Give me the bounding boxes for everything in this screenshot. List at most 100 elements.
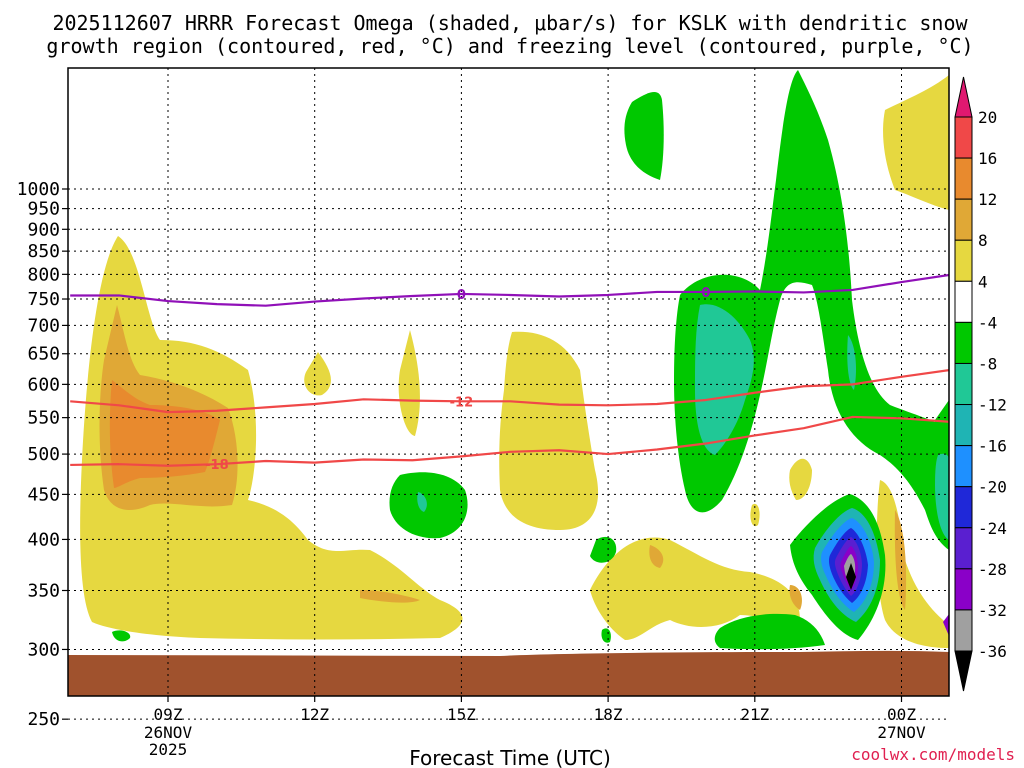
x-tick-label: 09Z [154, 705, 183, 724]
chart-title-line-2: growth region (contoured, red, °C) and f… [46, 34, 973, 58]
omega-shading [80, 70, 949, 650]
omega-area-weak-rising-small-1 [590, 536, 617, 563]
y-tick-label: 650 [27, 344, 60, 365]
colorbar-level-label: -36 [978, 642, 1007, 661]
y-tick-label: 400 [27, 529, 60, 550]
plot-area: -18 -12 0 0 [67, 67, 950, 720]
colorbar-level-label: -24 [978, 519, 1007, 538]
omega-area-moderate-rising-right [935, 453, 949, 540]
y-tick-label: 250 [27, 709, 60, 730]
credit-text: coolwx.com/models [851, 745, 1015, 764]
y-tick-label: 700 [27, 315, 60, 336]
omega-area-weak-rising-bottom [714, 613, 825, 650]
x-tick-label: 15Z [447, 705, 476, 724]
omega-area-weak-sinking-late [590, 537, 800, 640]
y-tick-label: 750 [27, 289, 60, 310]
omega-area-moderate-sinking-small-4 [894, 510, 907, 610]
colorbar-level-label: 16 [978, 149, 997, 168]
omega-area-weak-rising-edge [943, 614, 949, 636]
contour-label: -18 [205, 458, 229, 473]
x-tick-label: 21Z [740, 705, 769, 724]
y-tick-label: 950 [27, 199, 60, 220]
colorbar-level-label: 12 [978, 190, 997, 209]
x-tick-sublabel: 2025 [149, 740, 188, 759]
plot-frame [67, 67, 950, 697]
omega-area-weak-sinking-early [80, 236, 463, 640]
contour-label: 0 [701, 286, 710, 301]
colorbar-level-label: -20 [978, 478, 1007, 497]
x-tick-sublabel: 27NOV [877, 723, 926, 742]
colorbar-level-label: -4 [978, 313, 997, 332]
colorbar-level-label: -16 [978, 437, 1007, 456]
colorbar-level-label: 4 [978, 272, 988, 291]
x-tick-label: 18Z [594, 705, 623, 724]
contour-label: 0 [457, 288, 466, 303]
grid-lines [68, 68, 949, 720]
omega-area-weak-rising-small-2 [112, 630, 131, 642]
omega-area-weak-rising-mid [389, 472, 468, 539]
y-tick-label: 850 [27, 241, 60, 262]
omega-area-weak-rising-main [674, 70, 949, 550]
y-tick-label: 450 [27, 484, 60, 505]
contour-line [70, 369, 949, 414]
omega-area-moderate-rising [695, 304, 754, 455]
colorbar-level-label: 20 [978, 108, 997, 127]
y-tick-label: 800 [27, 264, 60, 285]
omega-area-weak-sinking-small-1 [304, 352, 331, 396]
colorbar-level-label: -12 [978, 396, 1007, 415]
colorbar-swatch [954, 527, 973, 570]
y-tick-label: 600 [27, 374, 60, 395]
colorbar-min-triangle [954, 650, 973, 692]
omega-area-weak-sinking-top-right [883, 75, 949, 210]
colorbar: 20 16 12 8 4 -4 -8 -12 -16 -20 -24 -28 -32 -36 [954, 76, 1007, 692]
y-tick-label: 300 [27, 639, 60, 660]
y-tick-label: 1000 [17, 179, 60, 200]
omega-area-weak-sinking-right [876, 480, 949, 648]
colorbar-swatch [954, 280, 973, 323]
omega-area-weak-sinking-small-3 [789, 458, 812, 500]
contour-line [70, 415, 949, 467]
chart-title-line-1: 2025112607 HRRR Forecast Omega (shaded, … [52, 11, 968, 35]
temperature-contours: -18 -12 0 0 [70, 273, 949, 473]
x-tick-sublabel: 26NOV [144, 723, 193, 742]
omega-area-moderate-sinking-small-2 [649, 545, 664, 568]
y-tick-label: 500 [27, 444, 60, 465]
omega-area-weak-sinking-mid [499, 331, 599, 530]
y-axis: 2503003504004505005506006507007508008509… [17, 179, 68, 730]
contour-label: -12 [450, 395, 474, 410]
omega-area-moderate-rising-small-1 [847, 335, 856, 390]
colorbar-swatch [954, 568, 973, 611]
colorbar-swatch [954, 116, 973, 159]
omega-area-moderate-sinking-small-3 [789, 585, 802, 610]
colorbar-level-label: -32 [978, 601, 1007, 620]
omega-area-moderate-sinking-small-1 [360, 590, 420, 603]
colorbar-swatch [954, 445, 973, 488]
omega-area-weak-sinking-small-4 [750, 503, 760, 527]
colorbar-swatch [954, 239, 973, 282]
y-tick-label: 900 [27, 219, 60, 240]
colorbar-swatch [954, 609, 973, 652]
colorbar-swatch [954, 321, 973, 364]
colorbar-swatch [954, 486, 973, 529]
colorbar-level-label: -8 [978, 354, 997, 373]
ground-surface [68, 650, 949, 696]
y-tick-label: 350 [27, 580, 60, 601]
y-tick-label: 550 [27, 408, 60, 429]
colorbar-swatch [954, 362, 973, 406]
colorbar-level-label: 8 [978, 231, 988, 250]
colorbar-level-label: -28 [978, 560, 1007, 579]
omega-area-weak-rising-right [933, 400, 949, 460]
omega-area-weak-rising-top [624, 91, 664, 180]
colorbar-max-triangle [954, 76, 973, 118]
colorbar-swatch [954, 198, 973, 241]
x-tick-label: 12Z [300, 705, 329, 724]
colorbar-swatch [954, 404, 973, 447]
x-tick-label: 00Z [887, 705, 916, 724]
colorbar-swatch [954, 157, 973, 200]
omega-core-7 [846, 563, 856, 590]
x-axis-label: Forecast Time (UTC) [409, 746, 611, 768]
contour-line [70, 273, 949, 307]
omega-area-weak-sinking-small-2 [398, 330, 420, 436]
omega-area-moderate-rising-small-2 [417, 492, 427, 512]
